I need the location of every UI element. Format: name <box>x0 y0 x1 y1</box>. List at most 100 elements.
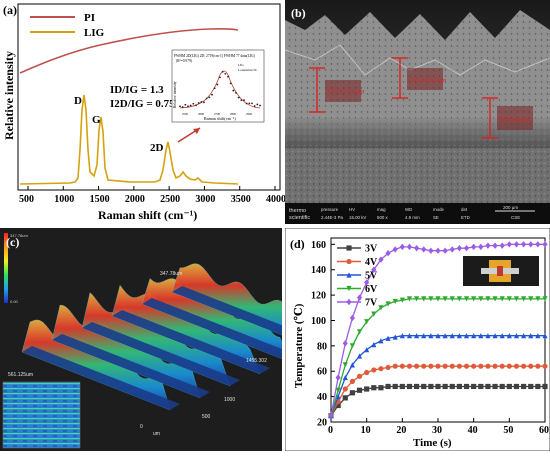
heating-xlabel: Time (s) <box>413 437 452 449</box>
heating-point <box>442 296 448 302</box>
inset-fit-line <box>179 70 261 109</box>
panel-b-label: (b) <box>291 6 306 20</box>
inset-point <box>205 97 208 100</box>
heating-point <box>449 363 455 369</box>
raman-ylabel: Relative intensity <box>2 51 16 140</box>
heating-point <box>542 241 548 248</box>
heating-point <box>506 363 512 369</box>
heating-point <box>428 296 434 302</box>
heating-point <box>364 386 370 392</box>
heating-point <box>513 333 520 339</box>
sem-footer <box>285 203 550 224</box>
sem-measure-2 <box>392 57 408 99</box>
inset-point <box>248 102 251 105</box>
legend-label: 6V <box>365 284 378 295</box>
heating-point <box>492 242 498 249</box>
left-dimension-label: 561.125um <box>8 372 33 378</box>
heating-point <box>463 244 470 252</box>
heating-point <box>513 241 520 248</box>
heating-point <box>456 363 462 369</box>
heating-axes: 0 10 20 30 40 50 60 20 40 60 80 100 120 140 160 <box>311 240 549 436</box>
heating-point <box>378 305 384 311</box>
heating-point <box>346 245 352 251</box>
heating-point <box>506 383 512 390</box>
heating-xtick-label: 60 <box>539 425 549 436</box>
heating-point <box>513 383 520 390</box>
heating-point <box>406 383 413 390</box>
heating-point <box>421 333 427 339</box>
sem-measure-2-box <box>407 68 443 90</box>
inset-xtick-3: 2800 <box>230 112 237 116</box>
heating-point <box>521 363 527 369</box>
heating-point <box>478 363 484 369</box>
sem-field-value: 15.00 kV <box>349 215 366 220</box>
heating-point <box>364 369 370 376</box>
legend-label-lig: LIG <box>84 27 105 39</box>
heating-point <box>371 266 377 273</box>
heating-point <box>349 378 355 384</box>
heating-point <box>349 390 355 396</box>
heating-point <box>463 383 470 390</box>
heating-point <box>542 363 548 369</box>
heating-point <box>456 296 462 302</box>
heating-point <box>506 333 512 339</box>
sem-substrate-texture <box>285 148 550 203</box>
heating-point <box>399 383 405 390</box>
inset-point <box>195 104 197 107</box>
inset-point <box>179 105 181 108</box>
peak-label-g: G <box>92 114 101 126</box>
heating-ytick-label: 40 <box>317 392 327 403</box>
heating-point <box>421 296 427 302</box>
heating-point <box>385 383 391 390</box>
heating-series-5V <box>328 333 548 419</box>
heating-point <box>471 363 477 369</box>
inset-point <box>208 96 211 99</box>
heating-point <box>371 311 377 317</box>
ridge-valley <box>142 298 300 362</box>
right-dimension-label: 1455.302 <box>246 358 267 364</box>
heating-point <box>414 363 420 369</box>
heating-point <box>342 395 348 401</box>
inset-point <box>235 91 237 94</box>
heating-point <box>406 243 413 251</box>
inset-xtick-0: 2500 <box>182 112 189 116</box>
sem-field-key: pressure <box>321 207 339 212</box>
heating-xtick-label: 50 <box>503 425 513 436</box>
heating-point <box>442 383 448 390</box>
inset-point <box>192 102 195 105</box>
inset-ylabel: Relative intensity <box>173 81 177 108</box>
heating-xtick-label: 40 <box>468 425 478 436</box>
inset-xlabel: Raman shift(cm⁻¹) <box>204 116 236 121</box>
heating-point <box>535 363 541 369</box>
heating-point <box>542 383 548 390</box>
heating-point <box>392 298 398 305</box>
ridge-valley <box>52 334 210 398</box>
inset-point <box>251 102 253 105</box>
sem-field-value: 500 x <box>377 215 389 220</box>
heating-point <box>378 385 384 391</box>
raman-xtick-label: 3500 <box>231 194 251 205</box>
heating-point <box>364 319 370 325</box>
heating-point <box>428 383 434 390</box>
heating-ytick-label: 120 <box>311 291 326 302</box>
heating-point <box>492 363 498 369</box>
heating-point <box>421 363 427 369</box>
ratio-id-ig: ID/IG = 1.3 <box>110 84 164 96</box>
heating-point <box>385 335 391 341</box>
panel-c-label: (c) <box>6 235 19 249</box>
heating-point <box>463 333 470 339</box>
heating-point <box>349 362 355 368</box>
inset-point <box>216 83 219 86</box>
heating-point <box>428 333 434 339</box>
sem-scale-label: 200 μm <box>503 205 518 210</box>
heating-point <box>499 363 505 369</box>
heating-point <box>485 296 491 302</box>
profilometry-ridges <box>21 263 330 411</box>
heating-point <box>414 333 420 339</box>
heating-chart: (d) 0 10 20 30 40 50 60 20 40 60 80 100 120 140 160 3V… <box>284 227 550 452</box>
sem-footer-fields: pressure 2.44E-3 Pa HV 15.00 kV mag 500 x WD 4.… <box>321 207 470 220</box>
heating-point <box>406 363 413 369</box>
heating-point <box>364 347 370 353</box>
sem-field-value: 4.9 mm <box>405 215 420 220</box>
heating-point <box>513 363 520 369</box>
